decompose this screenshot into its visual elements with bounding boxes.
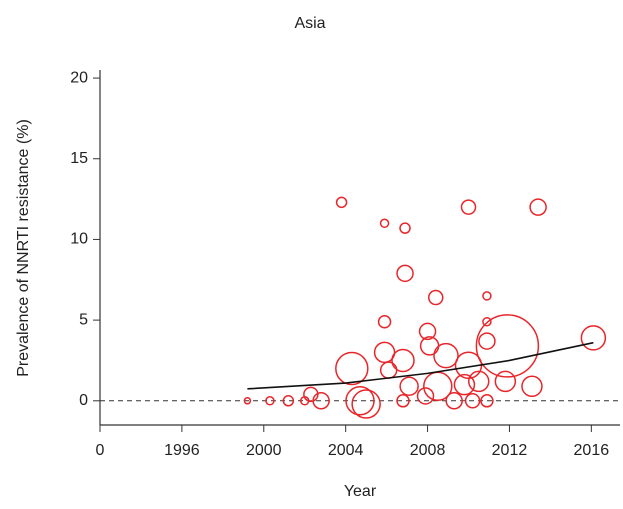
bubble [529,198,547,216]
bubble [416,387,435,405]
bubble [399,222,411,234]
bubble [433,342,459,369]
x-tick-label: 1996 [164,442,200,459]
y-tick-label: 0 [79,392,88,409]
bubble [482,291,492,301]
x-axis-title: Year [344,483,377,500]
x-tick-label: 2012 [492,442,528,459]
bubble [427,289,444,306]
bubble [335,351,369,386]
bubble [303,386,319,403]
bubble [312,392,330,410]
bubble [418,322,437,341]
bubble [480,394,494,408]
bubble [482,316,492,327]
x-tick-label: 0 [96,442,105,459]
bubble [377,314,392,329]
bubble [335,196,348,209]
y-tick-label: 15 [70,150,88,167]
bubble [396,264,414,283]
bubble [396,394,410,408]
x-tick-label: 2016 [574,442,610,459]
bubble [379,218,390,229]
bubble [521,375,543,398]
bubble [391,348,415,373]
x-tick-label: 2008 [410,442,446,459]
x-tick-label: 2000 [246,442,282,459]
bubble [464,393,481,409]
y-tick-label: 20 [70,69,88,86]
bubble [467,370,490,393]
bubble [399,376,419,397]
x-tick-label: 2004 [328,442,364,459]
bubble [379,361,398,379]
bubble [345,386,375,416]
bubble [580,325,607,351]
y-tick-label: 5 [79,311,88,328]
chart-title: Asia [294,15,325,32]
bubble [494,370,517,393]
bubble [453,373,476,396]
bubble [243,397,252,405]
bubble [478,332,496,350]
bubble [445,392,463,410]
bubble [282,395,295,407]
bubble [265,396,275,406]
y-axis-title: Prevalence of NNRTI resistance (%) [15,119,32,377]
y-tick-label: 10 [70,231,88,248]
bubble [460,199,477,215]
bubble [475,314,540,378]
bubble [351,389,381,419]
trend-line [247,341,594,390]
